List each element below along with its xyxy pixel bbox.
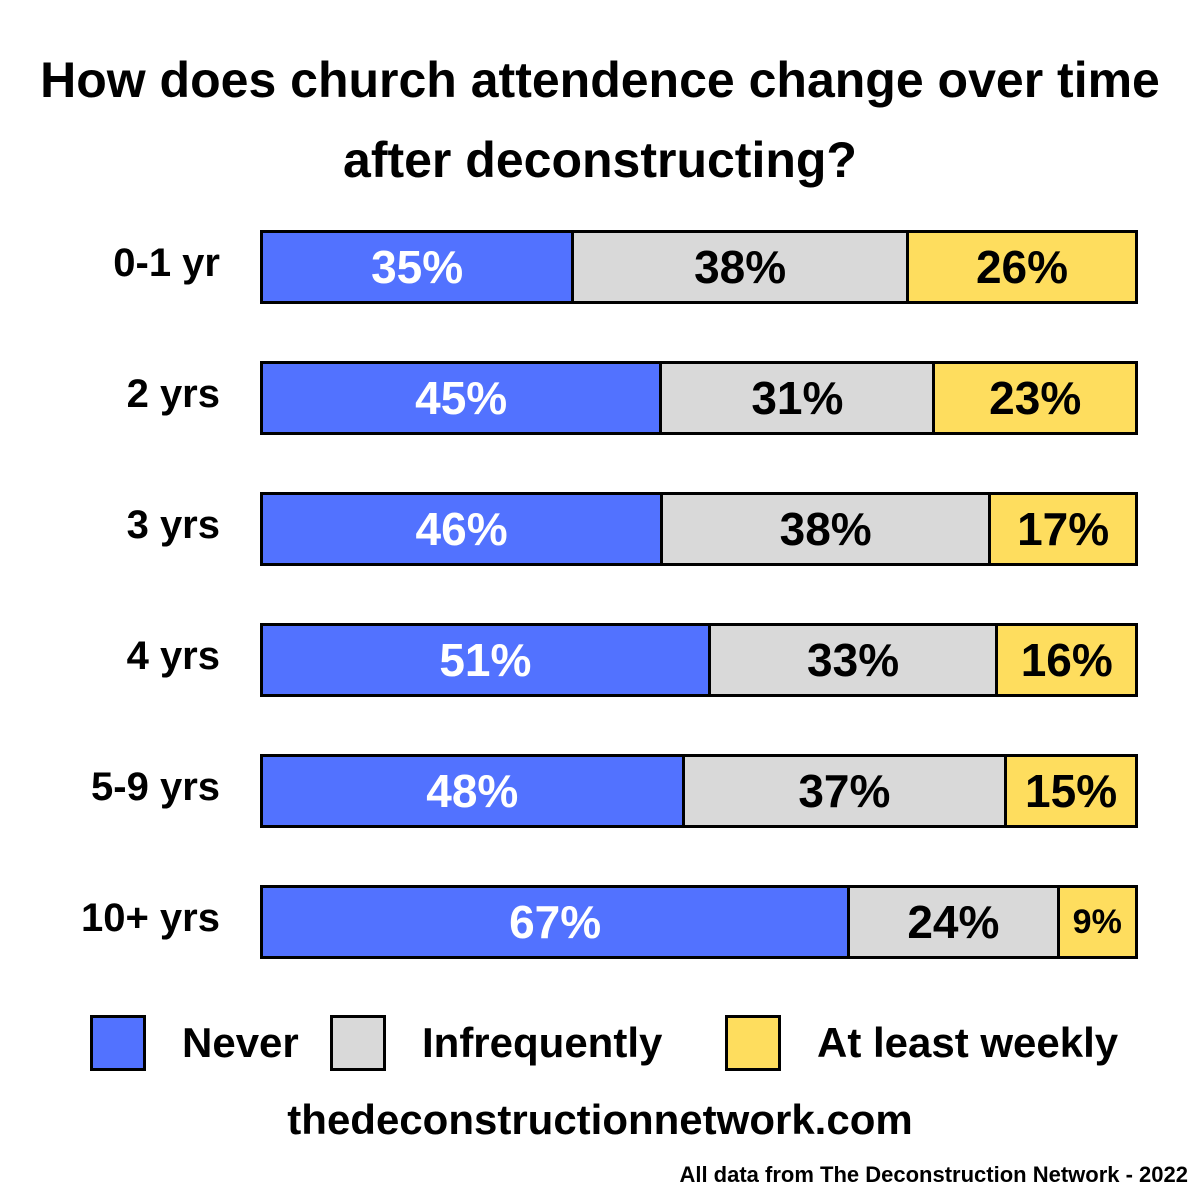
data-label: 37% (798, 765, 891, 817)
chart-legend: Never Infrequently At least weekly (0, 1015, 1200, 1075)
source-note: All data from The Deconstruction Network… (679, 1162, 1188, 1187)
category-label: 3 yrs (126, 503, 220, 547)
legend-item: Never (90, 1015, 299, 1071)
category-label: 10+ yrs (80, 896, 220, 940)
data-label: 35% (371, 241, 464, 293)
bar-segment-at-least-weekly: 23% (932, 364, 1135, 432)
legend-swatch (725, 1015, 781, 1071)
bar-segment-never: 35% (263, 233, 572, 301)
bar-segment-infrequently: 24% (847, 888, 1057, 956)
website-text: thedeconstructionnetwork.com (287, 1096, 913, 1143)
data-label: 67% (509, 896, 602, 948)
stacked-bar-chart: 0-1 yr 35% 38% 26% 2 yrs 45% 31% 23% 3 yrs 46% 38%… (80, 230, 1138, 959)
data-label: 9% (1072, 902, 1122, 941)
bar-segment-at-least-weekly: 16% (995, 626, 1135, 694)
bar-segment-never: 45% (263, 364, 660, 432)
data-label: 45% (415, 372, 508, 424)
data-label: 16% (1020, 634, 1113, 686)
stacked-bar: 48% 37% 15% (260, 754, 1138, 828)
legend-label: Infrequently (422, 1019, 663, 1066)
data-label: 48% (426, 765, 519, 817)
data-label: 17% (1017, 503, 1110, 555)
legend-label: At least weekly (817, 1019, 1119, 1066)
legend-label: Never (182, 1019, 299, 1066)
bar-segment-infrequently: 31% (659, 364, 933, 432)
bar-segment-infrequently: 37% (681, 757, 1005, 825)
data-label: 15% (1025, 765, 1118, 817)
bar-segment-never: 51% (263, 626, 708, 694)
bar-segment-at-least-weekly: 15% (1004, 757, 1135, 825)
stacked-bar: 51% 33% 16% (260, 623, 1138, 697)
legend-swatch (90, 1015, 146, 1071)
data-label: 26% (975, 241, 1069, 293)
bar-segment-never: 46% (263, 495, 661, 563)
chart-title: How does church attendence change over t… (40, 52, 1160, 188)
data-label: 51% (439, 634, 532, 686)
bar-segment-never: 48% (263, 757, 682, 825)
stacked-bar: 67% 24% 9% (260, 885, 1138, 959)
bar-segment-at-least-weekly: 26% (905, 233, 1135, 301)
stacked-bar: 45% 31% 23% (260, 361, 1138, 435)
bar-segment-infrequently: 33% (707, 626, 996, 694)
bar-segment-infrequently: 38% (571, 233, 906, 301)
stacked-bar: 46% 38% 17% (260, 492, 1138, 566)
legend-swatch (330, 1015, 386, 1071)
data-label: 23% (989, 372, 1082, 424)
category-label: 2 yrs (126, 372, 220, 416)
legend-item: Infrequently (330, 1015, 662, 1071)
bar-segment-never: 67% (263, 888, 848, 956)
data-label: 31% (751, 372, 844, 424)
category-label: 5-9 yrs (91, 765, 220, 809)
category-label: 4 yrs (126, 634, 220, 678)
data-label: 38% (779, 503, 872, 555)
category-label: 0-1 yr (113, 241, 220, 285)
legend-item: At least weekly (725, 1015, 1118, 1071)
data-label: 33% (807, 634, 900, 686)
bar-segment-at-least-weekly: 9% (1056, 888, 1135, 956)
data-label: 38% (694, 241, 787, 293)
stacked-bar: 35% 38% 26% (260, 230, 1138, 304)
bar-segment-at-least-weekly: 17% (988, 495, 1135, 563)
data-label: 46% (415, 503, 508, 555)
bar-segment-infrequently: 38% (660, 495, 989, 563)
data-label: 24% (907, 896, 1000, 948)
